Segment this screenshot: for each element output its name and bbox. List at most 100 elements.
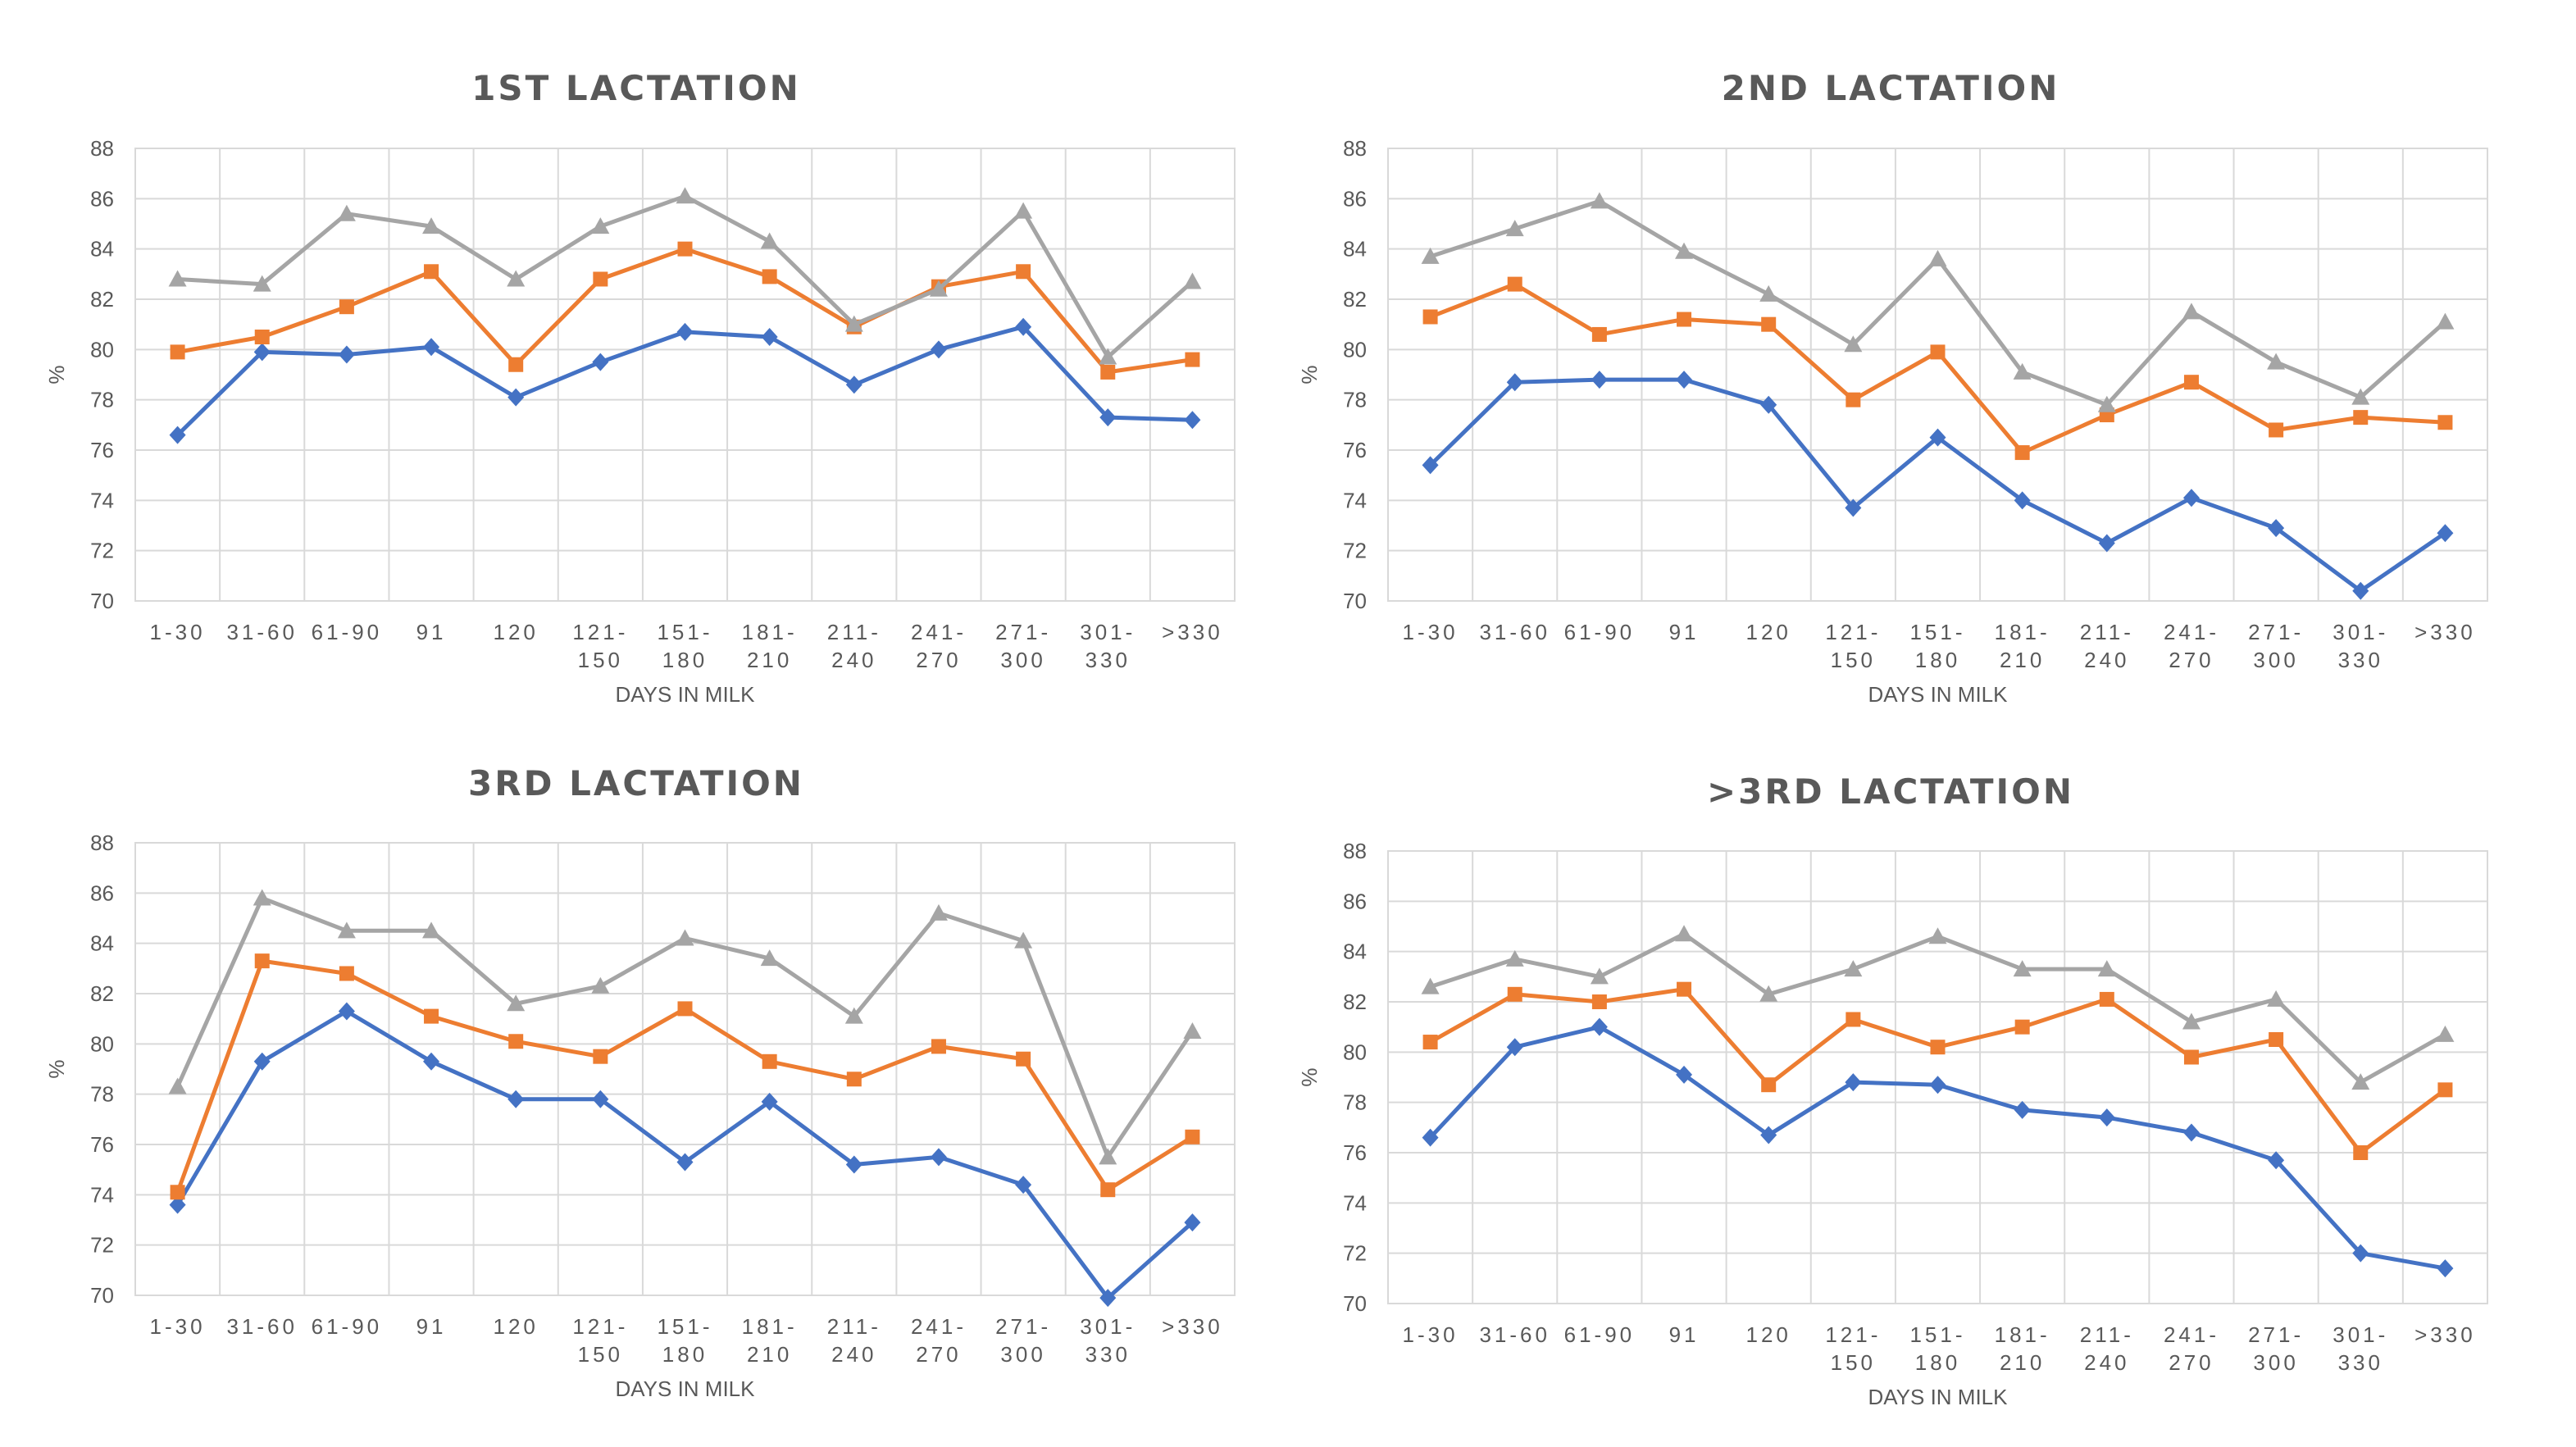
x-tick-label: 211-240 xyxy=(2080,1322,2134,1375)
x-tick-label: 121-150 xyxy=(1825,620,1881,672)
series-2-point xyxy=(170,1185,185,1200)
series-1-line xyxy=(1428,377,2446,594)
y-tick-label: 78 xyxy=(90,388,114,412)
series-2-point xyxy=(170,344,185,360)
series-2-point xyxy=(1185,1129,1200,1144)
series-3-point xyxy=(2267,990,2286,1007)
series-3-point xyxy=(1099,1148,1117,1165)
x-tick-label: 301-330 xyxy=(1080,1314,1136,1367)
series-1-point xyxy=(2014,491,2031,510)
series-2-point xyxy=(1761,1077,1777,1093)
series-3-point xyxy=(1590,967,1609,985)
series-3-point xyxy=(844,1007,863,1024)
series-2-point xyxy=(677,1001,693,1017)
y-tick-label: 76 xyxy=(90,438,114,462)
series-3-point xyxy=(591,976,610,994)
y-tick-label: 80 xyxy=(1343,337,1367,362)
y-tick-label: 74 xyxy=(90,488,114,512)
x-axis-label: DAYS IN MILK xyxy=(1868,1385,2008,1409)
x-tick-label: 271-300 xyxy=(995,1314,1051,1367)
y-tick-label: 86 xyxy=(90,186,114,211)
chart-title: 1ST LACTATION xyxy=(471,68,801,108)
x-tick-label: 91 xyxy=(1669,1322,1700,1347)
series-3-point xyxy=(760,232,779,249)
series-2-point xyxy=(1591,326,1607,342)
series-2-point xyxy=(339,966,354,981)
x-tick-label: 211-240 xyxy=(827,1314,881,1367)
series-2-point xyxy=(1422,1035,1438,1050)
series-1-point xyxy=(1184,411,1201,430)
x-tick-label: 120 xyxy=(1745,620,1791,644)
y-tick-label: 82 xyxy=(1343,990,1367,1014)
y-tick-label: 70 xyxy=(90,1283,114,1308)
y-tick-label: 82 xyxy=(90,287,114,312)
y-axis-label: % xyxy=(44,1059,69,1078)
y-tick-label: 80 xyxy=(90,337,114,362)
x-tick-label: 211-240 xyxy=(827,620,881,672)
series-1-point xyxy=(1929,1076,1946,1094)
y-tick-label: 84 xyxy=(1343,940,1367,964)
x-tick-label: 271-300 xyxy=(995,620,1051,672)
series-1-point xyxy=(761,328,778,346)
x-tick-label: 1-30 xyxy=(1403,620,1459,644)
series-2-point xyxy=(1100,364,1116,380)
series-3-point xyxy=(2182,303,2201,320)
series-1-point xyxy=(423,1052,440,1071)
series-2-point xyxy=(2014,1019,2030,1035)
y-tick-label: 76 xyxy=(90,1132,114,1157)
x-tick-label: 91 xyxy=(416,1314,447,1339)
series-1-point xyxy=(253,1052,271,1071)
series-1-point xyxy=(1422,456,1439,475)
x-tick-label: 61-90 xyxy=(312,1314,383,1339)
series-1-point xyxy=(169,425,186,444)
series-1-point xyxy=(1845,1073,1862,1092)
series-1-point xyxy=(1591,371,1608,389)
y-tick-label: 86 xyxy=(1343,889,1367,913)
series-1-point xyxy=(1422,1128,1439,1147)
series-2-point xyxy=(762,269,777,284)
series-1-point xyxy=(2098,534,2115,553)
chart-panel-2: 2ND LACTATION 70 72 74 76 78 80 82 84 86 88 1-30 31-… xyxy=(1297,68,2488,707)
x-tick-label: 31-60 xyxy=(226,1314,298,1339)
x-tick-label: 61-90 xyxy=(1564,1322,1636,1347)
series-3-point xyxy=(1505,220,1524,237)
y-tick-label: 72 xyxy=(90,539,114,563)
series-1-point xyxy=(676,322,694,341)
series-3-point xyxy=(1759,284,1778,302)
chart-title: 3RD LACTATION xyxy=(468,763,804,803)
x-tick-label: 121-150 xyxy=(572,620,628,672)
series-3-point xyxy=(1099,348,1117,365)
y-tick-label: 74 xyxy=(1343,488,1367,512)
series-3-line xyxy=(1429,198,2447,407)
series-2-point xyxy=(508,1034,524,1049)
y-tick-label: 84 xyxy=(90,931,114,956)
series-3-point xyxy=(2182,1012,2201,1030)
series-2-point xyxy=(2437,1082,2453,1098)
series-2-point xyxy=(424,1008,439,1024)
series-2-point xyxy=(2437,415,2453,430)
series-2-point xyxy=(2183,1049,2199,1065)
series-1-point xyxy=(1676,371,1693,389)
plot-area xyxy=(1387,850,2488,1304)
series-1-point xyxy=(507,388,525,407)
series-2-point xyxy=(2353,1145,2369,1160)
series-2-point xyxy=(339,299,354,315)
series-2-point xyxy=(1761,316,1777,332)
series-2-point xyxy=(1846,392,1861,407)
series-2-point xyxy=(1185,352,1200,367)
series-3-point xyxy=(253,889,271,906)
series-3-point xyxy=(1590,192,1609,209)
x-axis-label: DAYS IN MILK xyxy=(615,1376,755,1401)
series-2-point xyxy=(424,264,439,280)
y-tick-label: 88 xyxy=(1343,839,1367,863)
x-tick-label: 1-30 xyxy=(150,620,206,644)
y-tick-label: 72 xyxy=(1343,1241,1367,1266)
series-1-point xyxy=(1760,395,1777,414)
y-axis-label: % xyxy=(44,365,69,384)
series-3-point xyxy=(2013,960,2032,977)
series-1-point xyxy=(761,1092,778,1111)
series-1-point xyxy=(1845,498,1862,517)
series-2-point xyxy=(593,1049,608,1064)
x-tick-label: 181-210 xyxy=(742,620,798,672)
